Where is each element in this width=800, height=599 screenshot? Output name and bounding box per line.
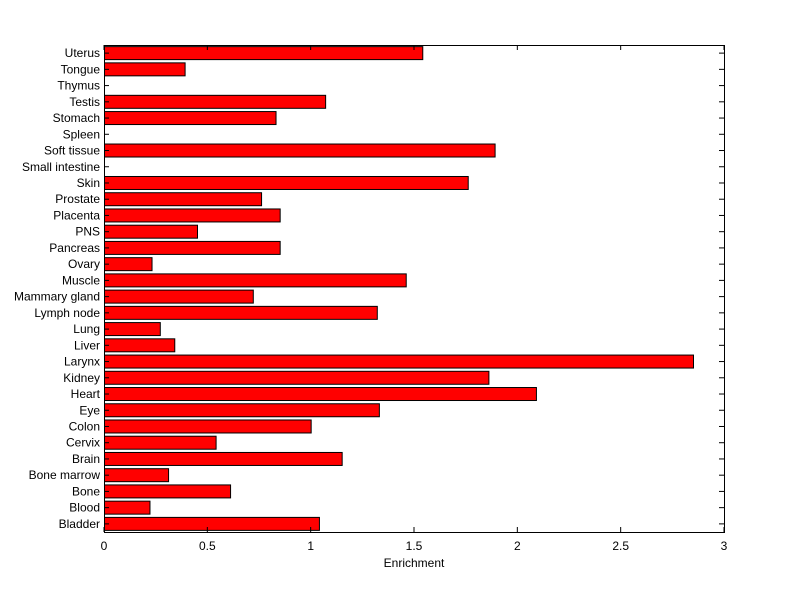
x-tick-label: 2 xyxy=(514,539,521,553)
bar-soft-tissue xyxy=(104,143,496,158)
y-tick-label: Eye xyxy=(79,403,100,417)
x-tick-label: 2.5 xyxy=(612,539,629,553)
y-tick-label: Bone xyxy=(72,484,100,498)
bar-pns xyxy=(104,224,198,239)
y-tick-label: Bone marrow xyxy=(29,468,101,482)
y-tick-label: Soft tissue xyxy=(44,144,100,158)
y-tick-label: Cervix xyxy=(66,436,100,450)
y-tick-label: Kidney xyxy=(63,371,100,385)
y-tick-label: Prostate xyxy=(55,192,100,206)
bar-mammary-gland xyxy=(104,289,254,304)
y-tick-label: Small intestine xyxy=(22,160,100,174)
y-tick-label: Colon xyxy=(69,419,100,433)
y-tick-label: Larynx xyxy=(64,355,100,369)
x-tick-label: 3 xyxy=(721,539,728,553)
y-tick-label: Testis xyxy=(69,95,100,109)
y-tick-label: Heart xyxy=(71,387,101,401)
bar-ovary xyxy=(104,257,153,272)
x-tick-label: 1 xyxy=(307,539,314,553)
x-axis-label: Enrichment xyxy=(384,556,445,570)
bar-placenta xyxy=(104,208,281,223)
bar-bone-marrow xyxy=(104,468,170,483)
y-tick-label: Skin xyxy=(77,176,100,190)
bar-liver xyxy=(104,338,176,353)
bar-lymph-node xyxy=(104,305,378,320)
bar-larynx xyxy=(104,354,694,369)
y-tick-label: Lung xyxy=(73,322,100,336)
y-tick-label: Spleen xyxy=(63,127,100,141)
y-tick-label: Tongue xyxy=(61,62,101,76)
y-tick-label: Thymus xyxy=(57,79,100,93)
bar-brain xyxy=(104,451,343,466)
y-tick-label: Liver xyxy=(74,338,100,352)
bar-kidney xyxy=(104,370,490,385)
bar-testis xyxy=(104,94,327,109)
bar-uterus xyxy=(104,46,424,61)
y-tick-label: Ovary xyxy=(68,257,100,271)
bar-eye xyxy=(104,403,380,418)
y-tick-label: Blood xyxy=(69,501,100,515)
bar-muscle xyxy=(104,273,407,288)
bar-bladder xyxy=(104,516,320,531)
y-tick-label: Lymph node xyxy=(34,306,100,320)
bar-prostate xyxy=(104,192,263,207)
bar-cervix xyxy=(104,435,217,450)
y-tick-label: Uterus xyxy=(65,46,100,60)
y-tick-label: Brain xyxy=(72,452,100,466)
plot-frame xyxy=(104,45,725,533)
bar-skin xyxy=(104,175,469,190)
bar-colon xyxy=(104,419,312,434)
x-tick-label: 1.5 xyxy=(406,539,423,553)
bar-lung xyxy=(104,322,161,337)
bar-tongue xyxy=(104,62,186,77)
y-tick-label: Bladder xyxy=(59,517,100,531)
y-tick-label: Stomach xyxy=(53,111,100,125)
bar-pancreas xyxy=(104,240,281,255)
y-tick-label: Pancreas xyxy=(49,241,100,255)
y-tick-label: Muscle xyxy=(62,273,100,287)
y-tick-label: Mammary gland xyxy=(14,290,100,304)
y-tick-label: Placenta xyxy=(53,208,100,222)
bar-blood xyxy=(104,500,151,515)
x-tick-label: 0 xyxy=(101,539,108,553)
bars-group xyxy=(104,46,694,531)
bar-bone xyxy=(104,484,232,499)
bar-stomach xyxy=(104,111,277,126)
y-tick-label: PNS xyxy=(75,225,100,239)
bar-heart xyxy=(104,387,537,402)
x-tick-label: 0.5 xyxy=(199,539,216,553)
y-axis-ticks: Uterus Tongue Thymus Testis Stomach Spleen Sof… xyxy=(14,46,724,531)
